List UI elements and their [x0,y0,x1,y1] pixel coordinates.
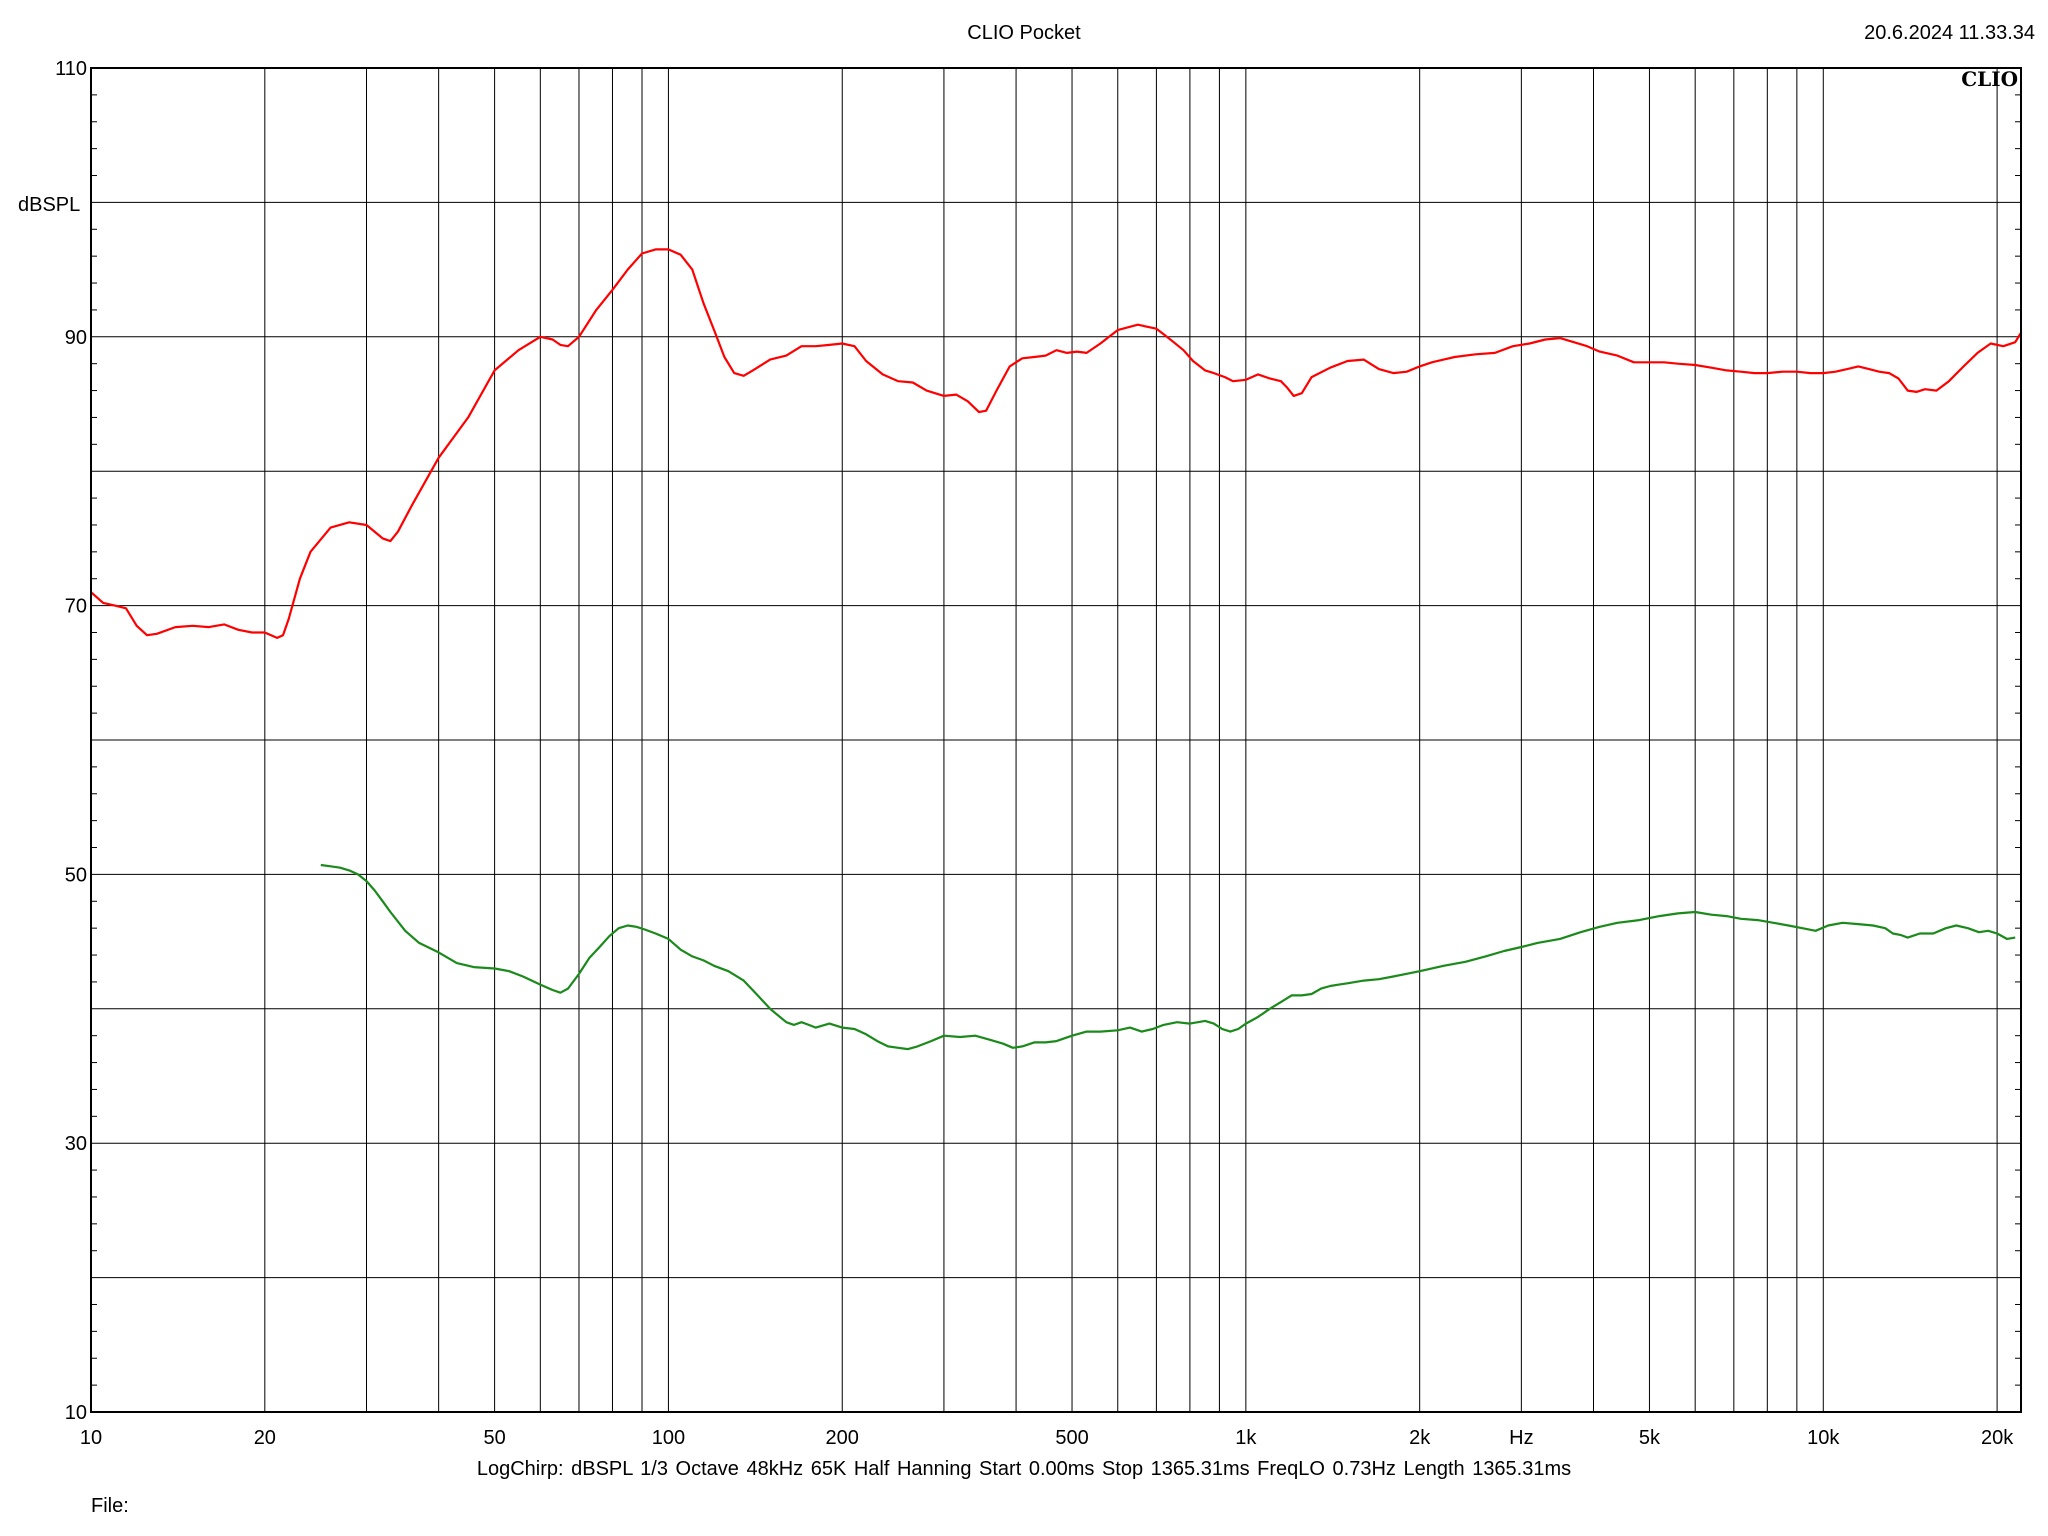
y-tick-label: 110 [55,58,87,80]
y-tick-label: 70 [65,596,87,618]
x-tick-label: 500 [1055,1427,1088,1449]
plot-frame [90,67,2022,1413]
series-line-2 [320,863,2016,1051]
series-line-1 [90,248,2022,639]
x-tick-label: 1k [1235,1427,1257,1449]
x-tick-label: 100 [652,1427,685,1449]
x-tick-label: 10k [1807,1427,1840,1449]
x-tick-label: 50 [483,1427,505,1449]
timestamp: 20.6.2024 11.33.34 [1864,22,2035,44]
clio-logo: CLIO [1961,67,2018,91]
y-tick-label: 90 [65,327,87,349]
y-axis-label: dBSPL [18,194,80,216]
x-tick-label: 2k [1409,1427,1431,1449]
series-layer [90,248,2022,1051]
x-tick-label: 20 [254,1427,276,1449]
measurement-settings: LogChirp: dBSPL 1/3 Octave 48kHz 65K Hal… [476,1458,1572,1480]
chart-grid [91,68,2021,1412]
chart-title: CLIO Pocket [967,22,1081,44]
x-tick-label: 10 [80,1427,102,1449]
y-tick-label: 30 [65,1133,87,1155]
x-tick-label: 200 [826,1427,859,1449]
x-tick-labels: 10 20 50 100 200 500 1k 2k 5k 10k 20k [80,1427,2014,1449]
x-tick-label: 20k [1981,1427,2014,1449]
x-axis-label: Hz [1509,1427,1533,1449]
y-tick-label: 50 [65,864,87,886]
y-tick-labels: 110 90 70 50 30 10 [55,58,87,1424]
y-tick-label: 10 [65,1402,87,1424]
file-label: File: [91,1495,129,1517]
x-tick-label: 5k [1639,1427,1661,1449]
